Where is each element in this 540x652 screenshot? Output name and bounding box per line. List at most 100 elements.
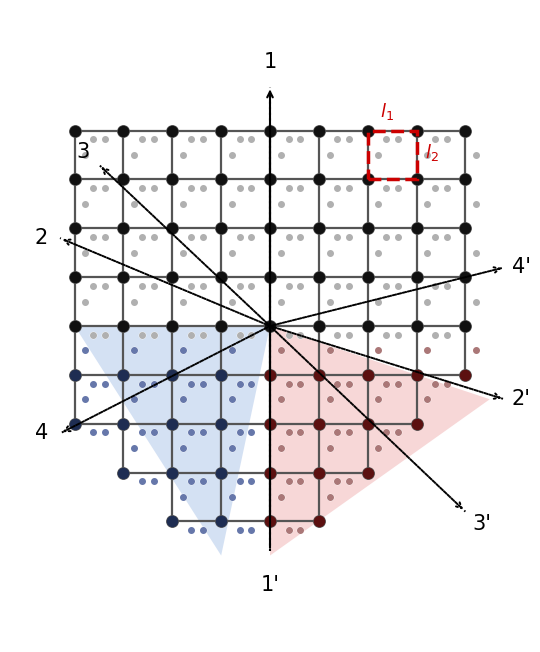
Point xyxy=(296,525,305,535)
Point xyxy=(150,329,158,340)
Point xyxy=(472,199,481,209)
Point xyxy=(345,183,354,194)
Point xyxy=(284,476,293,486)
Point xyxy=(442,329,451,340)
Point xyxy=(266,467,274,478)
Point xyxy=(130,443,139,453)
Point xyxy=(412,174,421,185)
Point xyxy=(119,125,128,136)
Point xyxy=(227,150,236,160)
Point xyxy=(284,232,293,243)
Point xyxy=(382,378,390,389)
Point xyxy=(333,281,342,291)
Point xyxy=(333,232,342,243)
Point xyxy=(186,378,195,389)
Point xyxy=(217,272,226,282)
Point xyxy=(150,378,158,389)
Point xyxy=(412,321,421,331)
Point xyxy=(150,281,158,291)
Point xyxy=(70,174,79,185)
Point xyxy=(217,370,226,380)
Point xyxy=(168,516,177,527)
Text: $l_1$: $l_1$ xyxy=(380,101,394,122)
Point xyxy=(227,150,236,160)
Point xyxy=(186,427,195,437)
Point xyxy=(138,134,146,145)
Point xyxy=(100,183,109,194)
Point xyxy=(227,199,236,209)
Point xyxy=(217,223,226,233)
Point xyxy=(138,329,146,340)
Point xyxy=(314,370,323,380)
Point xyxy=(247,476,256,486)
Point xyxy=(217,321,226,331)
Point xyxy=(198,329,207,340)
Point xyxy=(198,427,207,437)
Point xyxy=(314,174,323,185)
Point xyxy=(325,199,334,209)
Point xyxy=(130,150,139,160)
Point xyxy=(119,419,128,429)
Point xyxy=(227,394,236,404)
Point xyxy=(198,281,207,291)
Point xyxy=(247,525,256,535)
Point xyxy=(81,150,90,160)
Point xyxy=(138,476,146,486)
Point xyxy=(363,125,372,136)
Point xyxy=(266,419,274,429)
Point xyxy=(186,183,195,194)
Point xyxy=(412,370,421,380)
Point xyxy=(325,394,334,404)
Point xyxy=(70,370,79,380)
Point xyxy=(284,427,293,437)
Point xyxy=(179,150,187,160)
Point xyxy=(284,281,293,291)
Point xyxy=(119,321,128,331)
Point xyxy=(168,467,177,478)
Point xyxy=(168,272,177,282)
Point xyxy=(431,134,440,145)
Point xyxy=(296,232,305,243)
Point xyxy=(179,394,187,404)
Point xyxy=(247,329,256,340)
Point xyxy=(150,183,158,194)
Point xyxy=(296,476,305,486)
Point xyxy=(333,281,342,291)
Point xyxy=(394,378,402,389)
Point xyxy=(276,443,285,453)
Point xyxy=(382,281,390,291)
Point xyxy=(198,232,207,243)
Point xyxy=(150,427,158,437)
Point xyxy=(333,183,342,194)
Point xyxy=(81,394,90,404)
Point xyxy=(345,427,354,437)
Point xyxy=(314,467,323,478)
Point xyxy=(374,443,383,453)
Point xyxy=(363,419,372,429)
Point xyxy=(150,476,158,486)
Point xyxy=(198,281,207,291)
Point xyxy=(235,134,244,145)
Point xyxy=(412,419,421,429)
Point xyxy=(186,232,195,243)
Point xyxy=(472,150,481,160)
Text: 4: 4 xyxy=(35,423,48,443)
Point xyxy=(284,476,293,486)
Point xyxy=(217,516,226,527)
Point xyxy=(423,248,431,258)
Point xyxy=(179,248,187,258)
Point xyxy=(423,394,431,404)
Point xyxy=(235,525,244,535)
Point xyxy=(235,183,244,194)
Point xyxy=(461,272,470,282)
Point xyxy=(138,427,146,437)
Point xyxy=(284,525,293,535)
Point xyxy=(345,378,354,389)
Point xyxy=(333,427,342,437)
Point xyxy=(363,272,372,282)
Point xyxy=(81,297,90,307)
Point xyxy=(100,281,109,291)
Point xyxy=(363,174,372,185)
Point xyxy=(179,199,187,209)
Point xyxy=(333,183,342,194)
